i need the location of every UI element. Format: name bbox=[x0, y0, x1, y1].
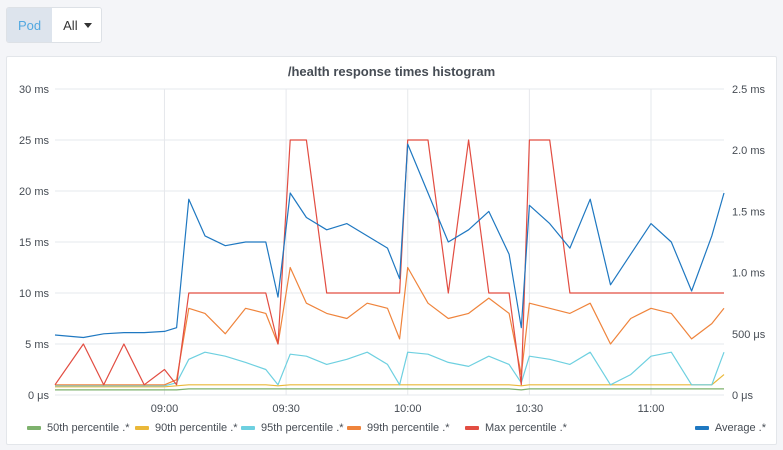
y-right-tick-label: 0 μs bbox=[732, 390, 754, 402]
x-tick-label: 11:00 bbox=[638, 403, 665, 415]
histogram-panel: /health response times histogram 0 μs 5 m… bbox=[6, 56, 777, 445]
y-right-tick-label: 2.5 ms bbox=[732, 84, 766, 96]
legend-item[interactable]: 95th percentile .* bbox=[241, 422, 344, 434]
pod-variable-select[interactable]: All bbox=[52, 8, 101, 42]
series-line bbox=[54, 143, 725, 339]
panel-title[interactable]: /health response times histogram bbox=[287, 64, 496, 79]
legend-swatch bbox=[694, 426, 709, 430]
legend-item[interactable]: Max percentile .* bbox=[465, 422, 567, 434]
legend-label: 99th percentile .* bbox=[367, 422, 450, 434]
x-tick-label: 10:30 bbox=[516, 403, 544, 415]
legend-item[interactable]: 90th percentile .* bbox=[135, 422, 238, 434]
x-tick-label: 09:30 bbox=[272, 403, 300, 415]
series-line bbox=[55, 351, 725, 387]
legend-label: 95th percentile .* bbox=[261, 422, 344, 434]
y-right-tick-label: 1.0 ms bbox=[732, 268, 766, 280]
legend-label: Max percentile .* bbox=[485, 422, 567, 434]
series-line bbox=[54, 139, 724, 386]
variable-bar: Pod All bbox=[6, 7, 102, 43]
y-left-tick-label: 5 ms bbox=[25, 339, 49, 351]
legend-item[interactable]: Average .* bbox=[694, 422, 766, 434]
legend-swatch bbox=[465, 426, 479, 430]
x-tick-label: 09:00 bbox=[151, 403, 179, 415]
y-left-tick-label: 0 μs bbox=[28, 390, 50, 402]
legend-swatch bbox=[135, 426, 149, 430]
caret-down-icon bbox=[83, 22, 92, 28]
legend-swatch bbox=[241, 426, 255, 430]
legend-swatch bbox=[27, 426, 41, 430]
y-right-tick-label: 1.5 ms bbox=[732, 206, 766, 218]
response-times-chart[interactable]: 0 μs 5 ms 10 ms 15 ms 20 ms 25 ms 30 ms 0 μs 500… bbox=[7, 57, 776, 417]
chart-legend: 50th percentile .* 90th percentile .* 95th… bbox=[7, 422, 776, 440]
legend-item[interactable]: 50th percentile .* bbox=[27, 422, 130, 434]
y-left-tick-label: 30 ms bbox=[19, 84, 49, 96]
y-left-tick-label: 25 ms bbox=[19, 135, 49, 147]
series-line bbox=[55, 388, 724, 391]
y-right-tick-label: 500 μs bbox=[732, 329, 766, 341]
y-left-tick-label: 10 ms bbox=[19, 288, 49, 300]
pod-variable-label: Pod bbox=[7, 8, 53, 42]
pod-variable-value: All bbox=[63, 17, 78, 33]
series-line bbox=[55, 374, 725, 388]
y-left-tick-label: 15 ms bbox=[19, 237, 49, 249]
x-tick-label: 10:00 bbox=[394, 403, 422, 415]
y-right-tick-label: 2.0 ms bbox=[732, 145, 766, 157]
y-left-tick-label: 20 ms bbox=[19, 186, 49, 198]
legend-swatch bbox=[347, 426, 361, 430]
legend-label: 50th percentile .* bbox=[47, 422, 130, 434]
legend-label: Average .* bbox=[714, 422, 766, 434]
legend-label: 90th percentile .* bbox=[155, 422, 238, 434]
legend-item[interactable]: 99th percentile .* bbox=[347, 422, 450, 434]
